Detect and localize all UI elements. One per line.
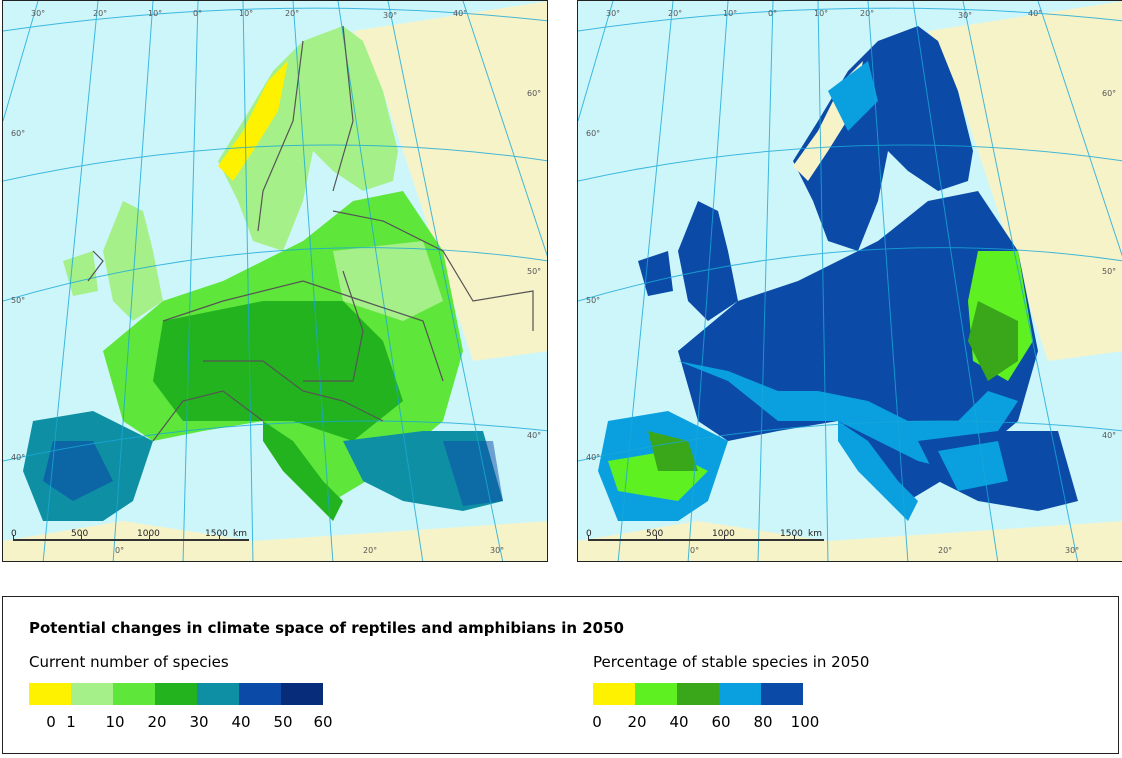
legend-tick-label: 1: [66, 713, 76, 731]
grid-label: 20°: [668, 9, 683, 18]
grid-label: 0°: [690, 546, 700, 555]
current-species-legend: Current number of species 0 1 10 20 30 40 50 60: [29, 653, 333, 731]
grid-label: 50°: [1102, 267, 1117, 276]
scale-unit: km: [233, 529, 247, 539]
scale-label: 1500: [780, 529, 803, 539]
legend-swatch: [197, 683, 239, 705]
grid-label: 50°: [527, 267, 542, 276]
legend-tick-label: 0: [592, 713, 602, 731]
grid-label: 10°: [148, 9, 163, 18]
grid-label: 20°: [363, 546, 378, 555]
grid-label: 50°: [11, 296, 26, 305]
scale-label: 1500: [205, 529, 228, 539]
legend-swatch: [71, 683, 113, 705]
legend-tick-label: 30: [189, 713, 209, 731]
legend-tick-label: 50: [273, 713, 293, 731]
legend-tick-label: 100: [790, 713, 820, 731]
grid-label: 0°: [768, 9, 778, 18]
grid-label: 30°: [1065, 546, 1080, 555]
grid-label: 40°: [527, 431, 542, 440]
grid-label: 30°: [490, 546, 505, 555]
legend-tick-label: 20: [147, 713, 167, 731]
legend-tick-label: 0: [46, 713, 56, 731]
legend-swatch: [239, 683, 281, 705]
legend-swatch: [593, 683, 635, 705]
grid-label: 10°: [723, 9, 738, 18]
legend-swatch: [719, 683, 761, 705]
legend-swatch: [29, 683, 71, 705]
legend-panel: Potential changes in climate space of re…: [2, 596, 1119, 754]
grid-label: 60°: [586, 129, 601, 138]
grid-label: 20°: [938, 546, 953, 555]
scale-label: 1000: [137, 529, 160, 539]
grid-label: 40°: [586, 453, 601, 462]
color-scale: [29, 683, 323, 705]
grid-label: 20°: [93, 9, 108, 18]
legend-heading: Percentage of stable species in 2050: [593, 653, 870, 671]
legend-tick-label: 60: [313, 713, 333, 731]
grid-label: 30°: [383, 11, 398, 20]
grid-label: 0°: [193, 9, 203, 18]
legend-swatch: [113, 683, 155, 705]
legend-tick-label: 10: [105, 713, 125, 731]
grid-label: 40°: [453, 9, 468, 18]
grid-label: 30°: [606, 9, 621, 18]
scale-label: 1000: [712, 529, 735, 539]
grid-label: 40°: [1102, 431, 1117, 440]
grid-label: 10°: [814, 9, 829, 18]
scale-ticks: 0 1 10 20 30 40 50 60: [29, 713, 349, 733]
color-scale: [593, 683, 803, 705]
grid-label: 30°: [958, 11, 973, 20]
scale-label: 500: [71, 529, 89, 539]
legend-swatch: [761, 683, 803, 705]
scale-label: 0: [11, 529, 17, 539]
legend-swatch: [635, 683, 677, 705]
map-graphic: [578, 1, 1122, 561]
legend-swatch: [677, 683, 719, 705]
legend-tick-label: 20: [627, 713, 647, 731]
legend-tick-label: 60: [711, 713, 731, 731]
grid-label: 20°: [860, 9, 875, 18]
scale-bar: 0 500 1000 1500 km: [11, 529, 253, 549]
legend-heading: Current number of species: [29, 653, 229, 671]
grid-label: 60°: [527, 89, 542, 98]
current-species-map: 30° 20° 10° 0° 10° 20° 30° 40° 60° 60° 5…: [2, 0, 548, 562]
legend-swatch: [281, 683, 323, 705]
stable-species-legend: Percentage of stable species in 2050 0 20…: [592, 653, 870, 731]
scale-ticks: 0 20 40 60 80 100: [592, 713, 913, 733]
grid-label: 60°: [11, 129, 26, 138]
grid-label: 20°: [285, 9, 300, 18]
grid-label: 50°: [586, 296, 601, 305]
grid-label: 30°: [31, 9, 46, 18]
scale-unit: km: [808, 529, 822, 539]
scale-label: 0: [586, 529, 592, 539]
grid-label: 40°: [11, 453, 26, 462]
legend-title: Potential changes in climate space of re…: [29, 619, 624, 637]
map-graphic: [3, 1, 547, 561]
grid-label: 60°: [1102, 89, 1117, 98]
legend-tick-label: 80: [753, 713, 773, 731]
scale-bar: 0 500 1000 1500 km: [586, 529, 828, 549]
legend-swatch: [155, 683, 197, 705]
stable-species-map: 30° 20° 10° 0° 10° 20° 30° 40° 60° 60° 5…: [577, 0, 1122, 562]
grid-label: 0°: [115, 546, 125, 555]
legend-tick-label: 40: [669, 713, 689, 731]
scale-label: 500: [646, 529, 664, 539]
grid-label: 10°: [239, 9, 254, 18]
legend-tick-label: 40: [231, 713, 251, 731]
grid-label: 40°: [1028, 9, 1043, 18]
